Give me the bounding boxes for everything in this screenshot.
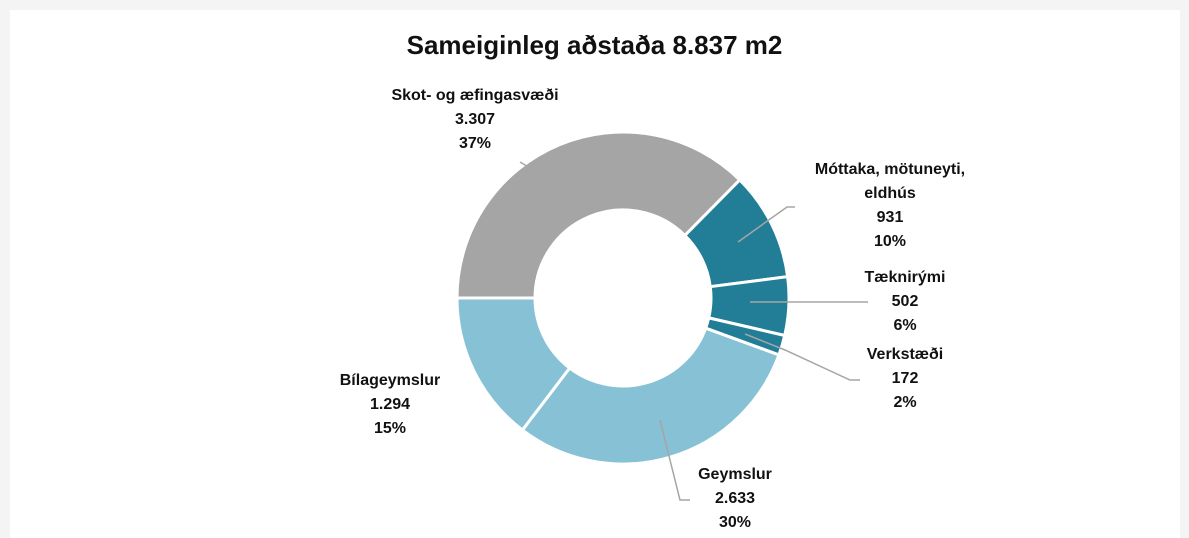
value-label: 3.307 [454,111,496,128]
value-label: 931 [876,209,904,226]
value-label: 502 [891,293,919,310]
data-label: Tæknirými 502 6% [805,266,1005,338]
percent-label: 2% [893,394,917,411]
value-label: 1.294 [369,396,411,413]
data-label: Skot- og æfingasvæði 3.307 37% [365,84,585,156]
percent-label: 30% [718,514,752,531]
leader-line [519,161,531,169]
slice [520,326,781,466]
slice [455,296,572,433]
data-label: Verkstæði 172 2% [805,343,1005,415]
value-label: 172 [891,370,919,387]
category-label: Tæknirými [864,269,946,286]
chart-title: Sameiginleg aðstaða 8.837 m2 [406,30,783,60]
slice [455,130,742,300]
category-label: Móttaka, mötuneyti, eldhús [814,161,966,202]
leader-line [744,333,860,381]
category-label: Bílageymslur [339,372,441,389]
category-label: Geymslur [698,466,772,483]
data-label: Móttaka, mötuneyti, eldhús 931 10% [790,158,990,254]
category-label: Skot- og æfingasvæði [391,87,559,104]
data-label: Geymslur 2.633 30% [635,463,835,535]
value-label: 2.633 [714,490,756,507]
percent-label: 10% [873,233,907,250]
leader-line [659,419,690,501]
category-label: Verkstæði [866,346,944,363]
percent-label: 15% [373,420,407,437]
percent-label: 37% [458,135,492,152]
leader-line [737,206,795,243]
percent-label: 6% [893,317,917,334]
data-label: Bílageymslur 1.294 15% [290,369,490,441]
